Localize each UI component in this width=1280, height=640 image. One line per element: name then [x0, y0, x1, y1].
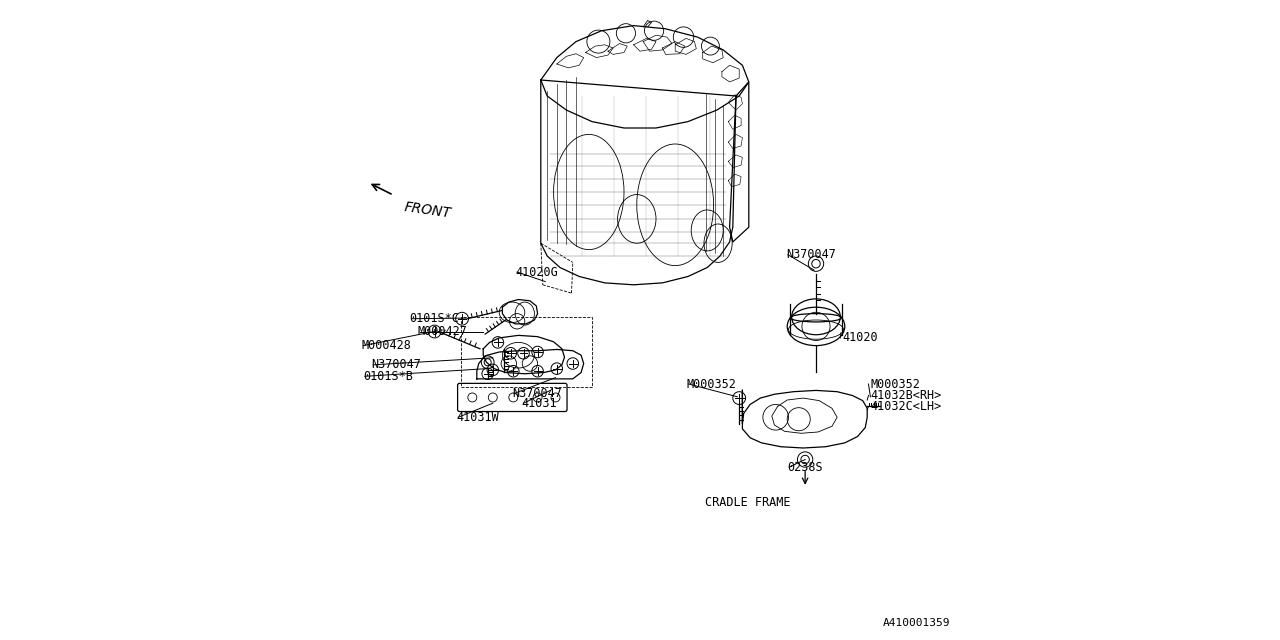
- Text: 0101S*C: 0101S*C: [410, 312, 460, 325]
- Text: 41032B<RH>: 41032B<RH>: [870, 389, 942, 402]
- Text: 41020: 41020: [842, 332, 878, 344]
- Text: 41032C<LH>: 41032C<LH>: [870, 400, 942, 413]
- Text: 41031: 41031: [522, 397, 557, 410]
- Text: M000428: M000428: [362, 339, 411, 352]
- Text: N370047: N370047: [512, 387, 562, 400]
- Text: 41031W: 41031W: [457, 411, 499, 424]
- Text: N370047: N370047: [786, 248, 836, 261]
- Text: N370047: N370047: [371, 358, 421, 371]
- Text: 41020G: 41020G: [516, 266, 558, 278]
- Text: M000427: M000427: [417, 325, 467, 338]
- Text: CRADLE FRAME: CRADLE FRAME: [705, 496, 790, 509]
- Text: 0101S*B: 0101S*B: [364, 370, 412, 383]
- Text: A410001359: A410001359: [883, 618, 950, 628]
- Bar: [461, 317, 591, 387]
- Text: FRONT: FRONT: [403, 200, 452, 220]
- Text: M000352: M000352: [870, 378, 920, 390]
- Text: 0238S: 0238S: [787, 461, 823, 474]
- Text: M000352: M000352: [687, 378, 736, 390]
